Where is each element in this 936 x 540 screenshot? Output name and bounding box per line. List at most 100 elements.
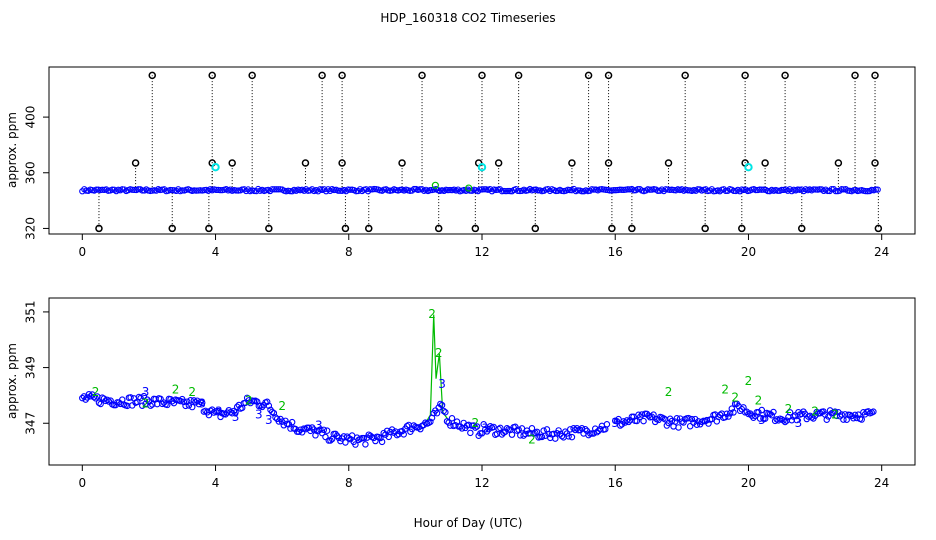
top-data-point bbox=[610, 187, 618, 194]
bottom-data-point bbox=[533, 428, 541, 436]
top-outlier-point bbox=[761, 159, 769, 167]
top-outlier-point bbox=[871, 159, 879, 167]
top-data-point bbox=[426, 187, 434, 194]
bottom-flag3-marker: 3 bbox=[438, 377, 446, 391]
top-outlier-point bbox=[531, 224, 540, 233]
bottom-flag2-marker: 2 bbox=[665, 385, 673, 399]
top-data-point bbox=[217, 186, 224, 194]
top-outlier-point bbox=[301, 159, 310, 167]
bottom-data-point bbox=[758, 406, 766, 414]
bottom-data-point bbox=[685, 414, 692, 422]
top-outlier-point bbox=[834, 159, 843, 167]
top-data-point bbox=[514, 187, 522, 194]
bottom-data-point bbox=[437, 400, 444, 408]
top-y-tick-label: 400 bbox=[24, 106, 38, 129]
bottom-data-point bbox=[352, 441, 359, 448]
top-data-point bbox=[195, 187, 202, 194]
bottom-data-point bbox=[90, 393, 98, 401]
top-outlier-point bbox=[248, 71, 256, 80]
bottom-flag2-marker: 2 bbox=[278, 399, 286, 413]
bottom-data-point bbox=[433, 409, 441, 417]
bottom-data-point bbox=[686, 422, 694, 430]
bottom-flag3-marker: 3 bbox=[482, 421, 490, 435]
top-outlier-point bbox=[418, 71, 426, 80]
bottom-flag2-marker: 2 bbox=[528, 432, 536, 446]
top-outlier-point bbox=[604, 71, 613, 80]
bottom-data-point bbox=[708, 415, 716, 423]
bottom-data-point bbox=[487, 422, 494, 430]
top-data-point bbox=[812, 186, 819, 193]
bottom-data-point bbox=[781, 418, 789, 426]
bottom-data-point bbox=[163, 401, 171, 409]
top-data-point bbox=[764, 187, 771, 195]
top-data-point bbox=[446, 186, 454, 194]
top-outlier-point bbox=[365, 224, 373, 233]
bottom-data-point bbox=[140, 392, 148, 400]
bottom-data-point bbox=[688, 415, 696, 423]
bottom-y-tick-label: 347 bbox=[24, 412, 38, 435]
bottom-data-point bbox=[643, 410, 651, 418]
bottom-x-tick-label: 12 bbox=[474, 476, 489, 490]
top-outlier-point bbox=[664, 159, 673, 167]
top-data-point bbox=[578, 188, 586, 195]
bottom-data-point bbox=[603, 421, 611, 428]
bottom-data-point bbox=[562, 428, 569, 435]
bottom-data-point bbox=[127, 394, 134, 401]
bottom-data-point bbox=[342, 439, 349, 446]
bottom-flag3-marker: 3 bbox=[198, 396, 206, 410]
top-data-point bbox=[502, 187, 510, 195]
bottom-flag2-marker: 2 bbox=[92, 385, 100, 399]
bottom-flag2-marker: 2 bbox=[245, 393, 253, 407]
top-highlight-point bbox=[744, 163, 753, 172]
bottom-data-point bbox=[823, 416, 830, 423]
chart-title: HDP_160318 CO2 Timeseries bbox=[380, 11, 555, 25]
bottom-data-point bbox=[188, 403, 196, 411]
bottom-x-tick-label: 16 bbox=[608, 476, 623, 490]
top-x-tick-label: 4 bbox=[212, 245, 220, 259]
bottom-flag3-marker: 3 bbox=[611, 416, 619, 430]
top-x-tick-label: 8 bbox=[345, 245, 353, 259]
top-outlier-point bbox=[478, 71, 486, 80]
bottom-flag2-marker: 2 bbox=[721, 382, 729, 396]
bottom-data-point bbox=[616, 422, 624, 429]
top-data-point bbox=[269, 186, 276, 193]
bottom-data-point bbox=[180, 398, 188, 406]
top-data-point bbox=[273, 186, 280, 193]
top-data-point bbox=[774, 187, 781, 194]
top-data-point bbox=[778, 186, 785, 194]
top-x-tick-label: 24 bbox=[874, 245, 889, 259]
bottom-data-point bbox=[415, 424, 422, 431]
top-flag2-point bbox=[465, 184, 473, 192]
bottom-data-point bbox=[307, 427, 314, 435]
top-highlight-point bbox=[477, 163, 487, 172]
bottom-flag2-marker: 2 bbox=[472, 416, 480, 430]
bottom-data-point bbox=[322, 433, 329, 441]
top-outlier-point bbox=[265, 224, 273, 233]
top-y-tick-label: 320 bbox=[24, 217, 38, 240]
top-outlier-point bbox=[95, 224, 103, 233]
top-data-point bbox=[334, 187, 342, 194]
bottom-data-point bbox=[182, 402, 189, 410]
top-outlier-point bbox=[701, 224, 709, 233]
top-panel-plot-area: 0 4 8 12 16 20 24 320 360 400 bbox=[24, 71, 889, 259]
bottom-data-point bbox=[320, 426, 328, 434]
top-outlier-point bbox=[131, 159, 140, 167]
bottom-data-point bbox=[870, 408, 877, 415]
bottom-data-point bbox=[725, 413, 732, 420]
top-y-tick-label: 360 bbox=[24, 161, 38, 184]
bottom-data-point bbox=[263, 398, 271, 406]
bottom-y-tick-label: 351 bbox=[24, 300, 38, 323]
bottom-data-point bbox=[538, 433, 546, 441]
top-outlier-point bbox=[398, 159, 406, 167]
top-x-tick-label: 12 bbox=[474, 245, 489, 259]
bottom-flag2-marker: 2 bbox=[188, 385, 196, 399]
bottom-data-point bbox=[855, 411, 862, 418]
bottom-data-point bbox=[515, 426, 522, 433]
top-data-point bbox=[410, 185, 418, 193]
top-outlier-point bbox=[681, 71, 689, 80]
bottom-data-point bbox=[565, 433, 572, 440]
top-data-point bbox=[476, 186, 484, 193]
top-data-point bbox=[634, 185, 642, 193]
bottom-data-point bbox=[232, 409, 239, 416]
